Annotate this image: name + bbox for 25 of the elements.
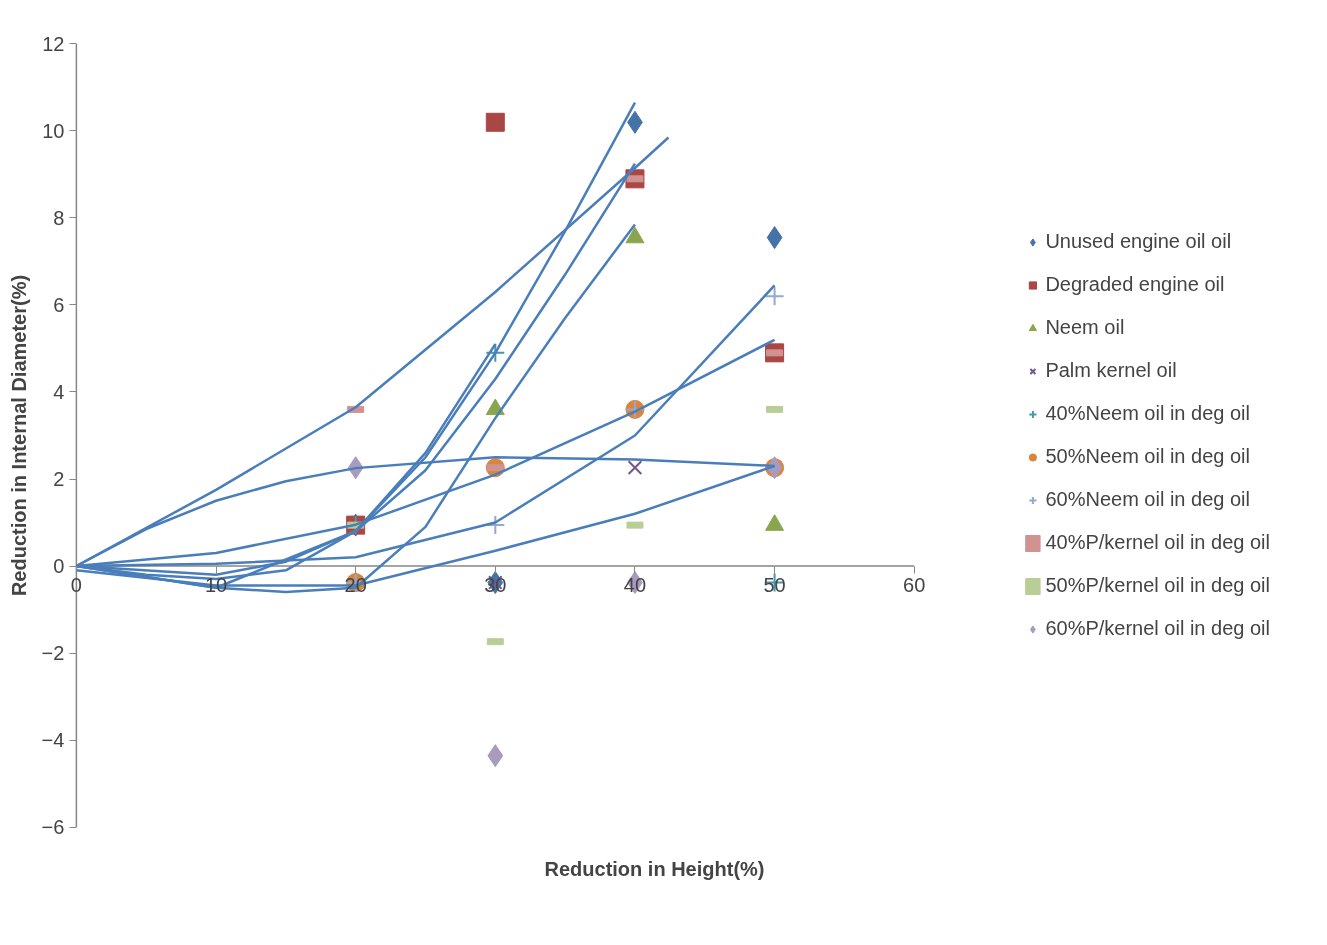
legend-label: 50%Neem oil in deg oil [1045, 445, 1250, 468]
y-tick-label: 0 [53, 555, 65, 577]
legend-label: 40%P/kernel oil in deg oil [1045, 531, 1270, 554]
legend-label: Unused engine oil oil [1045, 230, 1232, 253]
x-tick-label: 60 [903, 574, 926, 596]
x-axis-title: Reduction in Height(%) [544, 857, 765, 880]
x-tick-label: 20 [344, 574, 367, 596]
y-tick-label: −4 [41, 729, 65, 752]
y-tick-label: 10 [42, 119, 65, 142]
x-tick-label: 40 [623, 574, 647, 596]
y-tick-label: −6 [41, 816, 65, 839]
y-axis-title: Reduction in Internal Diameter(%) [7, 274, 30, 597]
y-tick-label: 8 [53, 206, 65, 229]
legend-label: 40%Neem oil in deg oil [1045, 402, 1250, 425]
y-tick-label: 4 [53, 381, 65, 403]
legend-label: 60%P/kernel oil in deg oil [1045, 617, 1270, 640]
legend-label: 50%P/kernel oil in deg oil [1045, 574, 1270, 597]
y-tick-label: 2 [53, 468, 65, 490]
y-tick-label: 6 [53, 294, 65, 316]
legend-label: Palm kernel oil [1045, 359, 1177, 382]
legend-label: Degraded engine oil [1045, 273, 1225, 296]
legend-label: Neem oil [1045, 316, 1125, 339]
y-tick-label: 12 [42, 32, 65, 55]
y-tick-label: −2 [41, 642, 65, 665]
legend-label: 60%Neem oil in deg oil [1045, 488, 1250, 511]
